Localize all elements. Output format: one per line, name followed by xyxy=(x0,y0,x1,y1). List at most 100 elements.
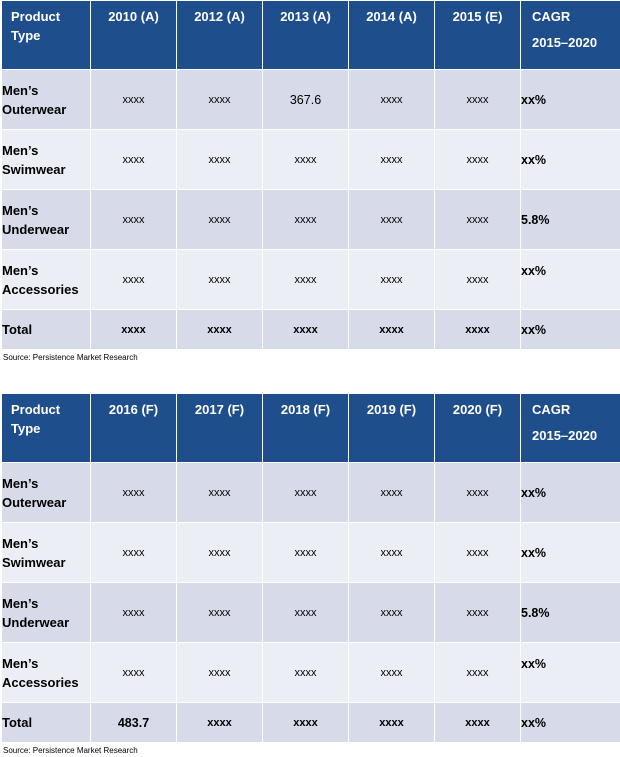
value-cell: xxxx xyxy=(348,582,435,643)
header-year: 2019 (F) xyxy=(348,393,435,463)
value-cell: xxxx xyxy=(348,309,435,350)
product-type-cell: Men’s Underwear xyxy=(1,189,91,250)
product-type-cell: Men’s Underwear xyxy=(1,582,91,643)
value-cell: xxxx xyxy=(348,249,435,310)
header-year: 2018 (F) xyxy=(262,393,349,463)
header-label: 2010 (A) xyxy=(108,9,159,24)
value-cell: xxxx xyxy=(90,582,177,643)
value-cell: xxxx xyxy=(348,69,435,130)
total-row: Total xxxx xxxx xxxx xxxx xxxx xx% xyxy=(1,309,620,350)
value-cell: xxxx xyxy=(262,249,349,310)
table-row: Men’s Outerwear xxxx xxxx xxxx xxxx xxxx xx% xyxy=(1,462,620,523)
header-row: Product Type 2016 (F) 2017 (F) 2018 (F) 2019… xyxy=(1,393,620,463)
value-cell: xxxx xyxy=(176,309,263,350)
header-label: 2014 (A) xyxy=(366,9,417,24)
product-type-cell: Total xyxy=(1,702,91,743)
header-label: Product Type xyxy=(11,402,61,436)
product-type-label: Outerwear xyxy=(2,494,67,510)
product-type-label: Men’s xyxy=(2,535,39,551)
product-type-label: Underwear xyxy=(2,614,70,630)
header-label: 2015–2020 xyxy=(532,428,598,443)
value-cell: xxxx xyxy=(90,129,177,190)
product-type-label: Total xyxy=(2,322,33,337)
total-row: Total 483.7 xxxx xxxx xxxx xxxx xx% xyxy=(1,702,620,743)
value-cell: xxxx xyxy=(434,642,521,703)
header-label: CAGR xyxy=(532,9,571,24)
value-cell: xxxx xyxy=(262,129,349,190)
product-type-cell: Men’s Accessories xyxy=(1,642,91,703)
value-cell: xxxx xyxy=(176,189,263,250)
product-type-cell: Men’s Outerwear xyxy=(1,69,91,130)
product-type-cell: Men’s Outerwear xyxy=(1,462,91,523)
header-year: 2013 (A) xyxy=(262,0,349,70)
product-type-cell: Men’s Swimwear xyxy=(1,129,91,190)
header-label: 2012 (A) xyxy=(194,9,245,24)
value-cell: xxxx xyxy=(176,462,263,523)
cagr-cell: 5.8% xyxy=(520,189,620,250)
value-cell: xxxx xyxy=(434,129,521,190)
value-cell: xxxx xyxy=(434,69,521,130)
cagr-cell: 5.8% xyxy=(520,582,620,643)
product-type-label: Men’s xyxy=(2,655,39,671)
source-note: Source: Persistence Market Research xyxy=(3,353,138,362)
value-cell: xxxx xyxy=(90,189,177,250)
value-cell: xxxx xyxy=(262,189,349,250)
header-year: 2017 (F) xyxy=(176,393,263,463)
value-cell: xxxx xyxy=(434,189,521,250)
value-cell: xxxx xyxy=(262,582,349,643)
product-type-label: Accessories xyxy=(2,674,79,690)
cagr-cell: xx% xyxy=(520,462,620,523)
header-row: Product Type 2010 (A) 2012 (A) 2013 (A) 2014… xyxy=(1,0,620,70)
product-type-label: Swimwear xyxy=(2,161,66,177)
forecast-market-table: Product Type 2016 (F) 2017 (F) 2018 (F) 2019… xyxy=(1,393,620,743)
value-cell: xxxx xyxy=(348,462,435,523)
header-label: 2013 (A) xyxy=(280,9,331,24)
product-type-label: Swimwear xyxy=(2,554,66,570)
table-row: Men’s Accessories xxxx xxxx xxxx xxxx xxxx xx% xyxy=(1,642,620,703)
cagr-cell: xx% xyxy=(520,129,620,190)
value-cell: xxxx xyxy=(348,642,435,703)
product-type-label: Underwear xyxy=(2,221,70,237)
value-cell: xxxx xyxy=(434,522,521,583)
value-cell: xxxx xyxy=(262,462,349,523)
header-product-type: Product Type xyxy=(1,393,91,463)
historical-market-table: Product Type 2010 (A) 2012 (A) 2013 (A) 2014… xyxy=(1,0,620,350)
header-label: 2017 (F) xyxy=(194,402,245,417)
product-type-cell: Men’s Swimwear xyxy=(1,522,91,583)
header-year: 2012 (A) xyxy=(176,0,263,70)
cagr-cell: xx% xyxy=(520,702,620,743)
value-cell: xxxx xyxy=(348,702,435,743)
cagr-cell: xx% xyxy=(520,69,620,130)
header-label: 2018 (F) xyxy=(280,402,331,417)
value-cell: xxxx xyxy=(262,642,349,703)
product-type-label: Men’s xyxy=(2,202,39,218)
value-cell: xxxx xyxy=(176,69,263,130)
value-cell: xxxx xyxy=(90,462,177,523)
header-label: 2015 (E) xyxy=(452,9,503,24)
cagr-cell: xx% xyxy=(520,309,620,350)
value-cell: xxxx xyxy=(434,702,521,743)
header-year: 2010 (A) xyxy=(90,0,177,70)
value-cell: xxxx xyxy=(176,249,263,310)
header-year: 2020 (F) xyxy=(434,393,521,463)
cagr-cell: xx% xyxy=(520,642,620,703)
table-row: Men’s Accessories xxxx xxxx xxxx xxxx xxxx xx% xyxy=(1,249,620,310)
source-note: Source: Persistence Market Research xyxy=(3,746,138,755)
header-year: 2016 (F) xyxy=(90,393,177,463)
value-cell: 483.7 xyxy=(90,702,177,743)
product-type-label: Men’s xyxy=(2,142,39,158)
value-cell: xxxx xyxy=(176,642,263,703)
value-cell: xxxx xyxy=(434,309,521,350)
value-cell: xxxx xyxy=(90,522,177,583)
product-type-label: Total xyxy=(2,715,33,730)
cagr-cell: xx% xyxy=(520,249,620,310)
value-cell: xxxx xyxy=(90,69,177,130)
value-cell: xxxx xyxy=(90,249,177,310)
product-type-cell: Total xyxy=(1,309,91,350)
value-cell: 367.6 xyxy=(262,69,349,130)
value-cell: xxxx xyxy=(348,129,435,190)
product-type-label: Men’s xyxy=(2,82,39,98)
product-type-label: Men’s xyxy=(2,262,39,278)
header-year: 2015 (E) xyxy=(434,0,521,70)
value-cell: xxxx xyxy=(434,249,521,310)
